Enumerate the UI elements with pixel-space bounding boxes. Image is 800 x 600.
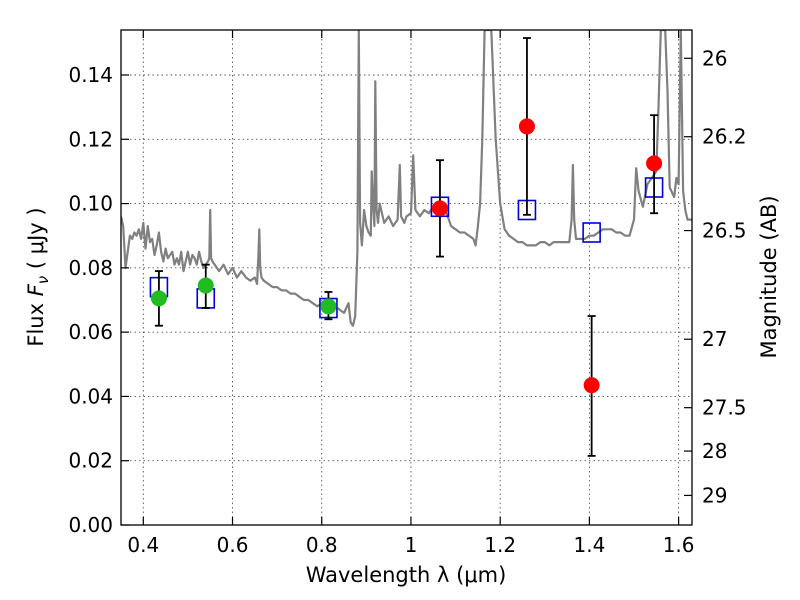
y2-tick-label: 28 (702, 439, 727, 463)
y-tick-label: 0.00 (68, 513, 113, 537)
x-axis-label: Wavelength λ (μm) (306, 563, 507, 587)
nir-data-point (646, 155, 663, 172)
x-tick-label: 1.6 (663, 533, 695, 557)
y2-tick-label: 26.5 (702, 219, 747, 243)
y2-axis-label: Magnitude (AB) (757, 195, 781, 358)
y-axis-label-unit: ( μJy ) (24, 207, 48, 275)
y-tick-label: 0.04 (68, 384, 113, 408)
nir-data-point (431, 200, 448, 217)
x-tick-label: 1.4 (573, 533, 605, 557)
y-axis-label: Flux Fν ( μJy ) (24, 207, 52, 346)
series-layer (121, 30, 692, 327)
y2-tick-label: 29 (702, 483, 727, 507)
y2-tick-label: 27 (702, 327, 727, 351)
y-axis-label-symbol: F (24, 283, 48, 296)
x-tick-label: 1.2 (484, 533, 516, 557)
y2-tick-label: 26 (702, 46, 727, 70)
y-tick-label: 0.12 (68, 127, 113, 151)
spectrum-line (121, 30, 692, 327)
x-tick-label: 0.8 (306, 533, 338, 557)
x-tick-label: 1 (405, 533, 418, 557)
model-band-marker (582, 222, 601, 243)
optical-data-point (150, 290, 167, 307)
x-tick-label: 0.6 (217, 533, 249, 557)
y2-tick-label: 26.2 (702, 125, 747, 149)
y-tick-label: 0.02 (68, 449, 113, 473)
y-axis-label-prefix: Flux (24, 296, 48, 346)
y-tick-label: 0.10 (68, 192, 113, 216)
y-axis-label-subscript: ν (34, 276, 52, 284)
marker-layer (149, 37, 664, 457)
nir-data-point (583, 377, 600, 394)
optical-data-point (197, 277, 214, 294)
y-tick-label: 0.08 (68, 256, 113, 280)
plot-frame (120, 29, 693, 526)
y-tick-label: 0.06 (68, 320, 113, 344)
ticks: 0.4 0.6 0.8 1 1.2 1.4 1.6 0.00 0.02 0.04 0.06 0.08 0… (68, 30, 747, 557)
optical-data-point (320, 298, 337, 315)
y2-tick-label: 27.5 (702, 396, 747, 420)
nir-data-point (518, 118, 535, 135)
y-tick-label: 0.14 (68, 63, 113, 87)
x-tick-label: 0.4 (127, 533, 159, 557)
